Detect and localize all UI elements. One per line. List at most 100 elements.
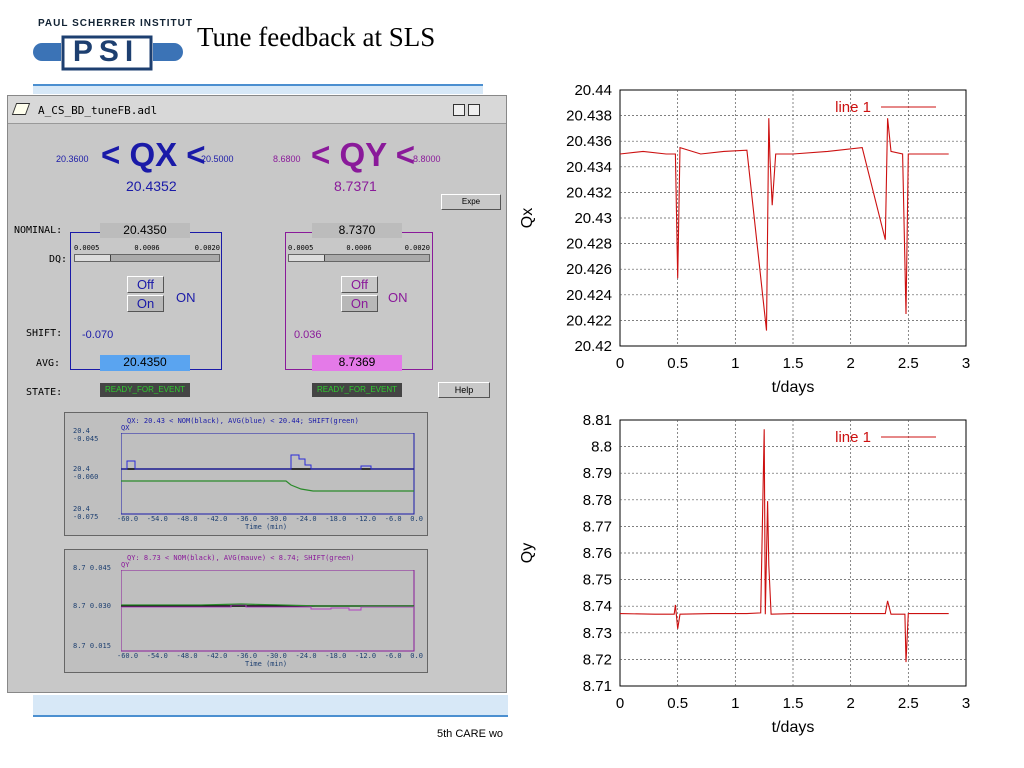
qx-chart-y-tick: 20.44 [574, 82, 612, 99]
qx-strip-xtick: 0.0 [410, 515, 423, 523]
qx-state: READY_FOR_EVENT [100, 383, 190, 397]
top-bar [33, 84, 483, 94]
qx-strip-xtick: -36.0 [236, 515, 258, 523]
qy-strip-xtick: -30.0 [265, 652, 287, 660]
qy-on-label: On [350, 296, 369, 311]
qx-off-button[interactable]: Off [127, 276, 164, 293]
qy-chart-y-tick: 8.71 [583, 678, 612, 695]
qx-chart-y-label: Qx [519, 208, 536, 228]
qx-strip-xtick: -18.0 [325, 515, 347, 523]
qx-chart-x-tick: 1 [731, 355, 739, 372]
qx-on-button[interactable]: On [127, 295, 164, 312]
shift-label: SHIFT: [26, 328, 63, 339]
qx-dq-tick: 0.0020 [194, 244, 220, 252]
qx-strip-xtick: -12.0 [355, 515, 377, 523]
qy-value: 8.7371 [334, 178, 377, 194]
qx-strip-xtick: -48.0 [176, 515, 198, 523]
help-button[interactable]: Help [438, 382, 490, 398]
minimize-button[interactable] [453, 104, 465, 116]
qy-avg-field: 8.7369 [312, 355, 402, 371]
qx-strip-xlabel: Time (min) [245, 523, 288, 531]
qy-chart-y-tick: 8.78 [583, 492, 612, 509]
qy-chart-legend-label: line 1 [835, 429, 871, 446]
maximize-button[interactable] [468, 104, 480, 116]
qx-shift-value: -0.070 [82, 329, 114, 341]
qx-strip-title: QX: 20.43 < NOM(black), AVG(blue) < 20.4… [127, 417, 359, 425]
psi-logo [33, 35, 183, 71]
qx-dq-scale: 0.0005 0.0006 0.0020 [74, 244, 220, 252]
qx-value: 20.4352 [126, 178, 177, 194]
qy-off-button[interactable]: Off [341, 276, 378, 293]
qy-dq-thumb[interactable] [289, 255, 325, 261]
qy-chart-x-tick: 2.5 [898, 695, 919, 712]
qy-chart-y-tick: 8.74 [583, 598, 612, 615]
qy-chart-x-tick: 0.5 [667, 695, 688, 712]
logo-text: PAUL SCHERRER INSTITUT [38, 18, 193, 29]
dq-label: DQ: [49, 254, 68, 265]
qx-chart-y-tick: 20.432 [566, 184, 612, 201]
qy-strip-xtick: -60.0 [117, 652, 139, 660]
qy-strip-xtick: -12.0 [355, 652, 377, 660]
qx-strip-xtick: -30.0 [265, 515, 287, 523]
qy-strip-xtick: 0.0 [410, 652, 423, 660]
expand-button[interactable]: Expe [441, 194, 501, 210]
qy-chart-y-tick: 8.72 [583, 651, 612, 668]
qy-chart-x-tick: 0 [616, 695, 624, 712]
qx-chart-y-tick: 20.43 [574, 210, 612, 227]
footer-text: 5th CARE wo [437, 728, 504, 740]
avg-label: AVG: [36, 358, 61, 369]
qx-status: ON [176, 290, 196, 305]
qy-chart-y-tick: 8.76 [583, 545, 612, 562]
qx-dq-thumb[interactable] [75, 255, 111, 261]
qx-strip-xtick: -54.0 [146, 515, 168, 523]
qy-strip-ylabel: 8.7 0.045 [73, 564, 111, 572]
qy-dq-scale: 0.0005 0.0006 0.0020 [288, 244, 430, 252]
qy-chart-y-label: Qy [519, 543, 536, 563]
qy-strip-tag: QY [121, 561, 130, 569]
qx-chart-y-tick: 20.436 [566, 133, 612, 150]
qy-dq-tick: 0.0005 [288, 244, 314, 252]
qy-chart-y-tick: 8.81 [583, 412, 612, 429]
qx-strip-chart: QX: 20.43 < NOM(black), AVG(blue) < 20.4… [64, 412, 428, 536]
window-title: A_CS_BD_tuneFB.adl [38, 104, 158, 117]
qy-state: READY_FOR_EVENT [312, 383, 402, 397]
qy-on-button[interactable]: On [341, 295, 378, 312]
slide-title: Tune feedback at SLS [197, 22, 436, 52]
state-label: STATE: [26, 387, 63, 398]
qx-nominal-field[interactable]: 20.4350 [100, 223, 190, 238]
qy-dq-slider[interactable] [288, 254, 430, 262]
qy-label: < QY < [311, 136, 415, 173]
qy-strip-xtick: -36.0 [236, 652, 258, 660]
qy-strip-xtick: -24.0 [295, 652, 317, 660]
qx-dq-tick: 0.0005 [74, 244, 100, 252]
qy-strip-title: QY: 8.73 < NOM(black), AVG(mauve) < 8.74… [127, 554, 355, 562]
qx-strip-ylabel: 20.4 -0.045 [73, 427, 99, 443]
qx-chart-y-tick: 20.428 [566, 236, 612, 253]
qy-chart-y-tick: 8.77 [583, 518, 612, 535]
qy-chart-x-tick: 2 [846, 695, 854, 712]
qx-avg-field: 20.4350 [100, 355, 190, 371]
qy-dq-tick: 0.0006 [346, 244, 372, 252]
qy-strip-xlabel: Time (min) [245, 660, 288, 668]
qy-strip-ylabel: 8.7 0.030 [73, 602, 111, 610]
qx-chart-y-tick: 20.422 [566, 312, 612, 329]
qx-chart-y-tick: 20.438 [566, 108, 612, 125]
psi-mark: PSI [72, 35, 140, 68]
qy-strip-xtick: -6.0 [384, 652, 402, 660]
qx-on-label: On [136, 296, 155, 311]
qx-chart-x-tick: 2.5 [898, 355, 919, 372]
qy-chart-x-label: t/days [772, 719, 815, 736]
qy-nominal-field[interactable]: 8.7370 [312, 223, 402, 238]
qx-strip-xticks: -60.0 -54.0 -48.0 -42.0 -36.0 -30.0 -24.0 -18.0… [117, 515, 423, 523]
help-label: Help [454, 385, 474, 395]
qy-strip-xtick: -42.0 [206, 652, 228, 660]
qy-low: 8.6800 [273, 154, 301, 164]
qx-chart-y-tick: 20.434 [566, 159, 612, 176]
qx-off-label: Off [136, 277, 155, 292]
qx-dq-slider[interactable] [74, 254, 220, 262]
qy-high: 8.8000 [413, 154, 441, 164]
qx-chart-x-tick: 2 [846, 355, 854, 372]
qy-status: ON [388, 290, 408, 305]
qx-chart-x-tick: 0 [616, 355, 624, 372]
qy-chart-y-tick: 8.8 [591, 439, 612, 456]
